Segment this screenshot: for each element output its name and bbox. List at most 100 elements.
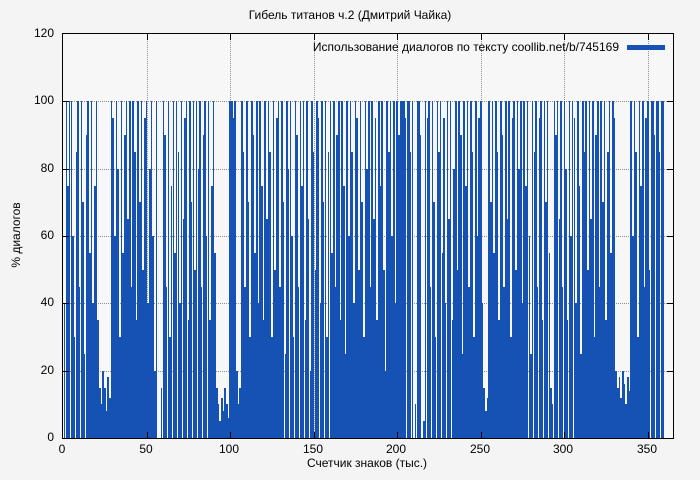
x-tick-label: 200: [385, 442, 407, 456]
bar: [610, 252, 612, 438]
bar: [637, 337, 639, 438]
bar: [506, 219, 509, 438]
bar: [343, 185, 345, 438]
bar: [491, 101, 494, 438]
bar: [540, 101, 542, 438]
bar: [301, 185, 303, 438]
bar: [635, 151, 637, 438]
bar: [454, 101, 457, 438]
bar: [373, 219, 375, 438]
bar: [197, 168, 200, 438]
bar: [478, 118, 480, 438]
bar: [525, 185, 527, 438]
bar: [144, 118, 146, 438]
bar: [600, 101, 602, 438]
bar: [632, 236, 634, 438]
bar: [653, 135, 656, 438]
bar: [583, 151, 586, 438]
legend-label: Использование диалогов по тексту coollib…: [312, 40, 619, 54]
bar: [561, 286, 564, 438]
bar: [229, 101, 231, 438]
bar: [518, 168, 520, 438]
bar: [433, 202, 435, 438]
bar: [307, 219, 310, 438]
v-gridline: [147, 34, 148, 438]
bar: [483, 387, 485, 438]
bar: [189, 101, 191, 438]
bar: [267, 101, 270, 438]
bar: [416, 101, 419, 438]
bar: [592, 101, 594, 438]
bar: [274, 269, 276, 438]
bar: [77, 101, 79, 438]
bar: [379, 185, 382, 438]
bar: [145, 101, 148, 438]
bar: [598, 286, 601, 438]
bar: [205, 236, 208, 438]
bar: [231, 101, 233, 438]
x-tick-mark: [564, 34, 565, 40]
bar: [536, 286, 539, 438]
bar: [620, 397, 622, 438]
bar: [613, 118, 616, 438]
h-gridline: [63, 303, 673, 304]
bar: [404, 118, 407, 438]
bar: [625, 404, 627, 438]
bar: [461, 353, 464, 438]
x-tick-mark: [314, 34, 315, 40]
bar: [528, 236, 531, 438]
bar: [134, 151, 136, 438]
bar: [312, 151, 315, 438]
bar: [456, 269, 459, 438]
bar: [605, 320, 607, 438]
bar: [354, 101, 357, 438]
bar: [565, 168, 567, 438]
bar: [277, 101, 280, 438]
bar: [224, 387, 226, 438]
bar: [97, 320, 99, 438]
bar: [376, 320, 378, 438]
bar: [78, 286, 81, 438]
bar: [359, 101, 362, 438]
y-tick-mark: [63, 169, 69, 170]
bar: [114, 236, 116, 438]
bar: [581, 101, 584, 438]
bar: [264, 101, 266, 438]
bar: [85, 135, 88, 438]
bar: [516, 101, 519, 438]
bar: [538, 118, 541, 438]
bar: [650, 101, 653, 438]
y-tick-mark: [667, 236, 673, 237]
bar: [237, 404, 240, 438]
bar: [553, 101, 556, 438]
bar: [541, 320, 544, 438]
bar: [593, 337, 596, 438]
bar: [276, 118, 278, 438]
bar: [655, 101, 658, 438]
bar: [204, 101, 206, 438]
bar: [617, 387, 619, 438]
bar: [555, 135, 557, 438]
bar: [287, 168, 290, 438]
bar: [286, 101, 288, 438]
bar: [332, 101, 335, 438]
bar: [608, 101, 611, 438]
bar: [578, 185, 581, 438]
bar: [175, 101, 178, 438]
y-tick-mark: [63, 101, 69, 102]
bar: [468, 286, 470, 438]
bar: [92, 303, 94, 438]
bar: [436, 101, 439, 438]
bar: [348, 236, 350, 438]
bar: [458, 101, 460, 438]
bar: [165, 286, 168, 438]
bar: [501, 135, 504, 438]
bar: [490, 202, 492, 438]
x-tick-mark: [314, 432, 315, 438]
bar: [319, 303, 322, 438]
bar: [551, 404, 554, 438]
bar: [401, 101, 404, 438]
bar: [214, 252, 216, 438]
bar: [236, 370, 238, 438]
bar: [226, 404, 228, 438]
